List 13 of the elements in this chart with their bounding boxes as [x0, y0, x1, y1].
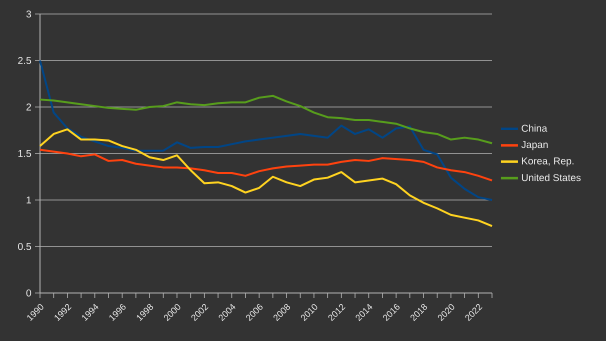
- line-series: [39, 94, 494, 144]
- y-tick-label: 3: [26, 10, 32, 18]
- y-tick-label: 0.5: [18, 242, 32, 250]
- y-tick-label: 2.5: [18, 56, 32, 64]
- y-tick-label: 1.5: [18, 150, 32, 157]
- y-tick-label: 2: [26, 104, 31, 110]
- line-series: [39, 128, 494, 228]
- legend-label: Korea, Rep.: [522, 157, 574, 166]
- y-tick-label: 0: [26, 289, 32, 297]
- legend-label: Japan: [521, 141, 548, 150]
- y-tick-label: 1: [26, 196, 32, 204]
- legend-label: United States: [522, 174, 581, 182]
- legend-label: China: [522, 124, 548, 132]
